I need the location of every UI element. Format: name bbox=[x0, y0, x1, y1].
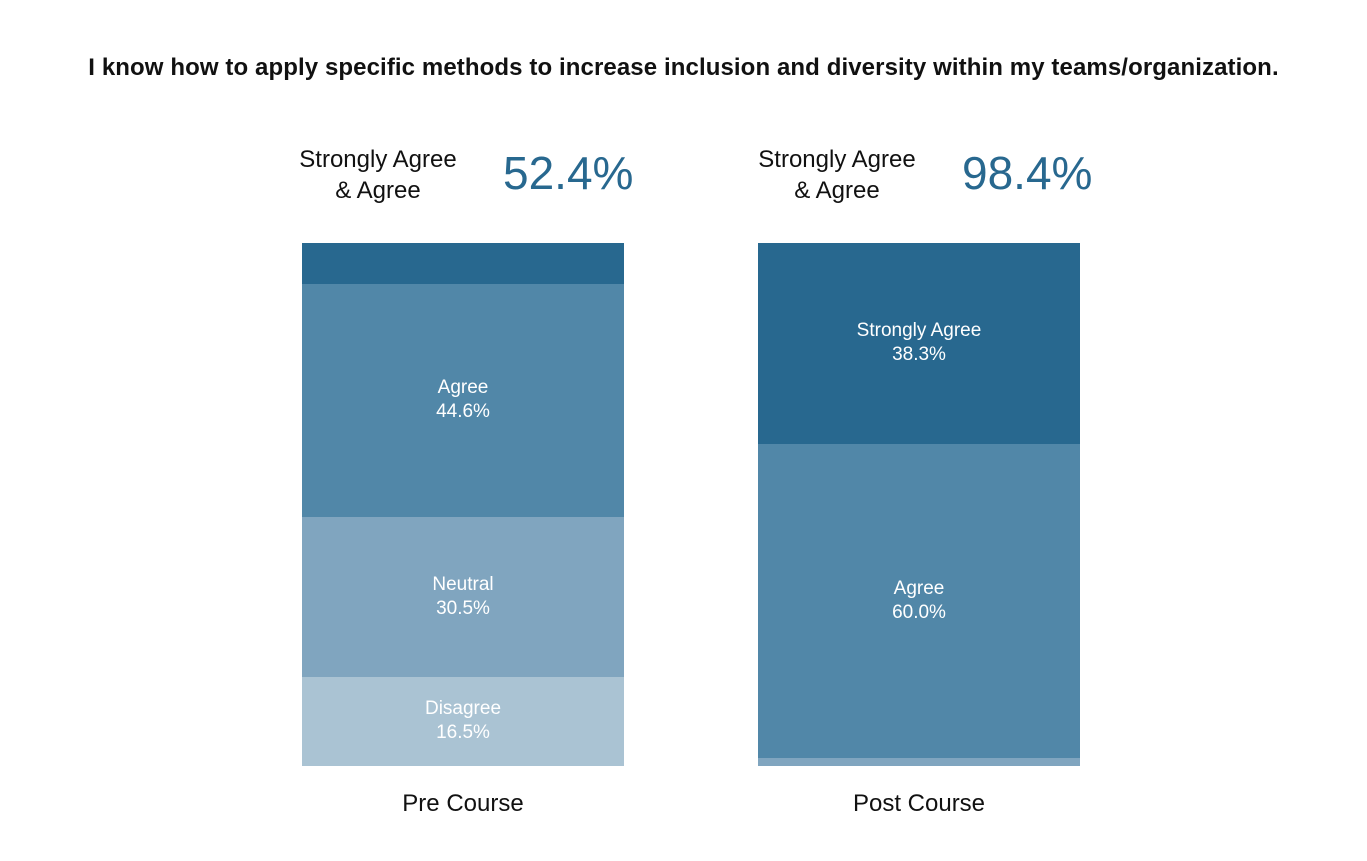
pre-agree-label: Agree 44.6% bbox=[302, 376, 624, 424]
post-agree-label: Agree 60.0% bbox=[758, 577, 1080, 625]
post-strongly-agree-segment bbox=[758, 243, 1080, 444]
pre-neutral-segment bbox=[302, 517, 624, 677]
post-strongly-agree-label-value: 38.3% bbox=[892, 344, 946, 366]
post-neutral-segment bbox=[758, 757, 1080, 766]
post-summary-value: 98.4% bbox=[962, 147, 1093, 199]
pre-course-bar: Agree 44.6% Neutral 30.5% Disagree 16.5% bbox=[302, 243, 624, 766]
pre-agree-segment bbox=[302, 283, 624, 518]
pre-neutral-label-name: Neutral bbox=[432, 573, 494, 595]
pre-neutral-label: Neutral 30.5% bbox=[302, 573, 624, 621]
pre-summary-label: Strongly Agree & Agree bbox=[278, 144, 478, 206]
pre-agree-label-value: 44.6% bbox=[436, 401, 490, 423]
pre-course-category-label: Pre Course bbox=[402, 790, 524, 817]
post-agree-label-name: Agree bbox=[893, 577, 945, 599]
pre-disagree-segment bbox=[302, 676, 624, 766]
pre-disagree-label-name: Disagree bbox=[424, 698, 502, 720]
pre-agree-label-name: Agree bbox=[437, 377, 489, 399]
pre-disagree-label-value: 16.5% bbox=[436, 722, 490, 744]
post-summary-label: Strongly Agree & Agree bbox=[737, 144, 937, 206]
post-course-bar: Strongly Agree 38.3% Agree 60.0% bbox=[758, 243, 1080, 766]
post-summary-label-line2: & Agree bbox=[794, 177, 880, 204]
pre-neutral-label-value: 30.5% bbox=[436, 597, 490, 619]
pre-strongly-agree-segment bbox=[302, 243, 624, 284]
post-agree-segment bbox=[758, 443, 1080, 758]
post-strongly-agree-label-name: Strongly Agree bbox=[856, 320, 982, 342]
post-agree-label-value: 60.0% bbox=[892, 601, 946, 623]
post-course-category-label: Post Course bbox=[852, 790, 986, 817]
pre-disagree-label: Disagree 16.5% bbox=[302, 697, 624, 745]
pre-summary-label-line1: Strongly Agree bbox=[299, 146, 457, 173]
post-summary-label-line1: Strongly Agree bbox=[758, 146, 916, 173]
chart-title: I know how to apply specific methods to … bbox=[88, 54, 1279, 81]
post-strongly-agree-label: Strongly Agree 38.3% bbox=[758, 319, 1080, 367]
pre-summary-value: 52.4% bbox=[503, 147, 634, 199]
pre-summary-label-line2: & Agree bbox=[335, 177, 421, 204]
